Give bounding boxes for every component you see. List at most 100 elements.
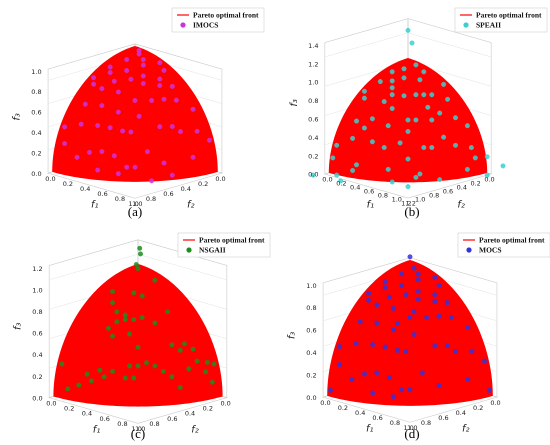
data-point (97, 367, 103, 373)
legend-series-marker (466, 247, 472, 253)
legend-front-label: Pareto optimal front (479, 236, 545, 245)
data-point (111, 78, 117, 84)
data-point (169, 374, 175, 380)
data-point (484, 172, 490, 178)
grid-line (324, 32, 492, 58)
x-tick-label: 0.4 (456, 409, 466, 417)
x-tick-label: 0.4 (457, 184, 467, 192)
data-point (432, 292, 438, 298)
data-point (453, 142, 458, 148)
data-point (161, 67, 167, 73)
data-point (370, 390, 376, 396)
y-tick-label: 0.4 (350, 184, 360, 192)
y-tick-label: 1.0 (407, 424, 417, 432)
data-point (389, 78, 395, 84)
data-point (409, 40, 415, 46)
data-point (203, 369, 209, 375)
data-point (161, 96, 167, 102)
y-tick-label: 0.2 (64, 405, 74, 413)
data-point (334, 142, 340, 148)
y-tick-label: 0.6 (97, 190, 107, 198)
data-point (413, 174, 419, 180)
z-tick-label: 1.0 (32, 286, 42, 294)
data-point (413, 117, 419, 123)
x-tick-label: 0.4 (181, 185, 191, 193)
data-point (190, 106, 196, 112)
data-point (132, 98, 138, 103)
data-point (411, 332, 417, 337)
data-point (369, 139, 375, 145)
data-point (354, 118, 359, 124)
data-point (413, 62, 419, 68)
y-tick-label: 0.8 (390, 419, 400, 427)
data-point (453, 115, 458, 121)
data-point (425, 104, 431, 110)
z-tick-label: 0.6 (31, 109, 41, 117)
data-point (421, 69, 427, 75)
data-point (366, 290, 372, 296)
data-point (484, 154, 490, 160)
data-point (194, 358, 200, 364)
legend-box (457, 232, 550, 258)
z-tick-label: 0.4 (32, 351, 42, 359)
data-point (390, 305, 396, 311)
data-point (124, 57, 130, 63)
x-tick-label: 0.6 (167, 415, 177, 423)
data-point (95, 167, 101, 173)
data-point (169, 124, 175, 129)
y-tick-label: 1.2 (406, 200, 416, 208)
data-point (157, 76, 163, 82)
z-tick-label: 0.4 (31, 129, 41, 137)
z-tick-label: 1.0 (308, 79, 318, 87)
data-point (114, 319, 120, 325)
data-point (114, 309, 120, 315)
data-point (110, 300, 116, 306)
data-point (211, 361, 217, 367)
y-tick-label: 0.8 (117, 420, 127, 428)
data-point (76, 382, 82, 388)
data-point (135, 266, 141, 272)
y-tick-label: 0.2 (338, 404, 348, 412)
data-point (137, 245, 143, 251)
y-tick-label: 0.8 (378, 192, 388, 200)
data-point (122, 312, 128, 318)
x-axis-label: f₂ (187, 199, 195, 210)
x-tick-label: 0.0 (220, 399, 230, 407)
data-point (465, 376, 471, 382)
data-point (407, 315, 413, 320)
data-point (385, 166, 391, 172)
z-tick-label: 0.6 (306, 327, 316, 335)
data-point (436, 283, 442, 288)
data-point (127, 331, 132, 337)
data-point (374, 302, 380, 308)
panel-caption: (a) (128, 204, 142, 219)
data-point (140, 62, 146, 68)
x-tick-label: 1.2 (401, 200, 411, 208)
x-tick-label: 0.6 (443, 188, 453, 196)
data-point (207, 137, 212, 143)
y-tick-label: 0.0 (46, 399, 56, 407)
z-axis-label: f₃ (289, 99, 300, 107)
data-point (421, 92, 427, 98)
data-point (190, 346, 196, 352)
data-point (62, 124, 68, 130)
data-point (337, 344, 343, 350)
data-point (468, 145, 474, 151)
pareto-front-surface (52, 46, 218, 182)
z-tick-label: 1.0 (306, 282, 316, 290)
data-point (429, 92, 435, 98)
data-point (441, 134, 447, 140)
data-point (59, 361, 65, 367)
data-point (366, 297, 372, 303)
x-tick-label: 1.0 (132, 425, 142, 433)
data-point (115, 89, 121, 95)
data-point (144, 360, 149, 366)
data-point (138, 251, 143, 257)
data-point (140, 57, 146, 63)
data-point (131, 375, 137, 381)
y-tick-label: 0.4 (82, 410, 92, 418)
data-point (310, 172, 316, 178)
data-point (465, 324, 471, 330)
data-point (91, 75, 97, 81)
data-point (157, 83, 163, 88)
